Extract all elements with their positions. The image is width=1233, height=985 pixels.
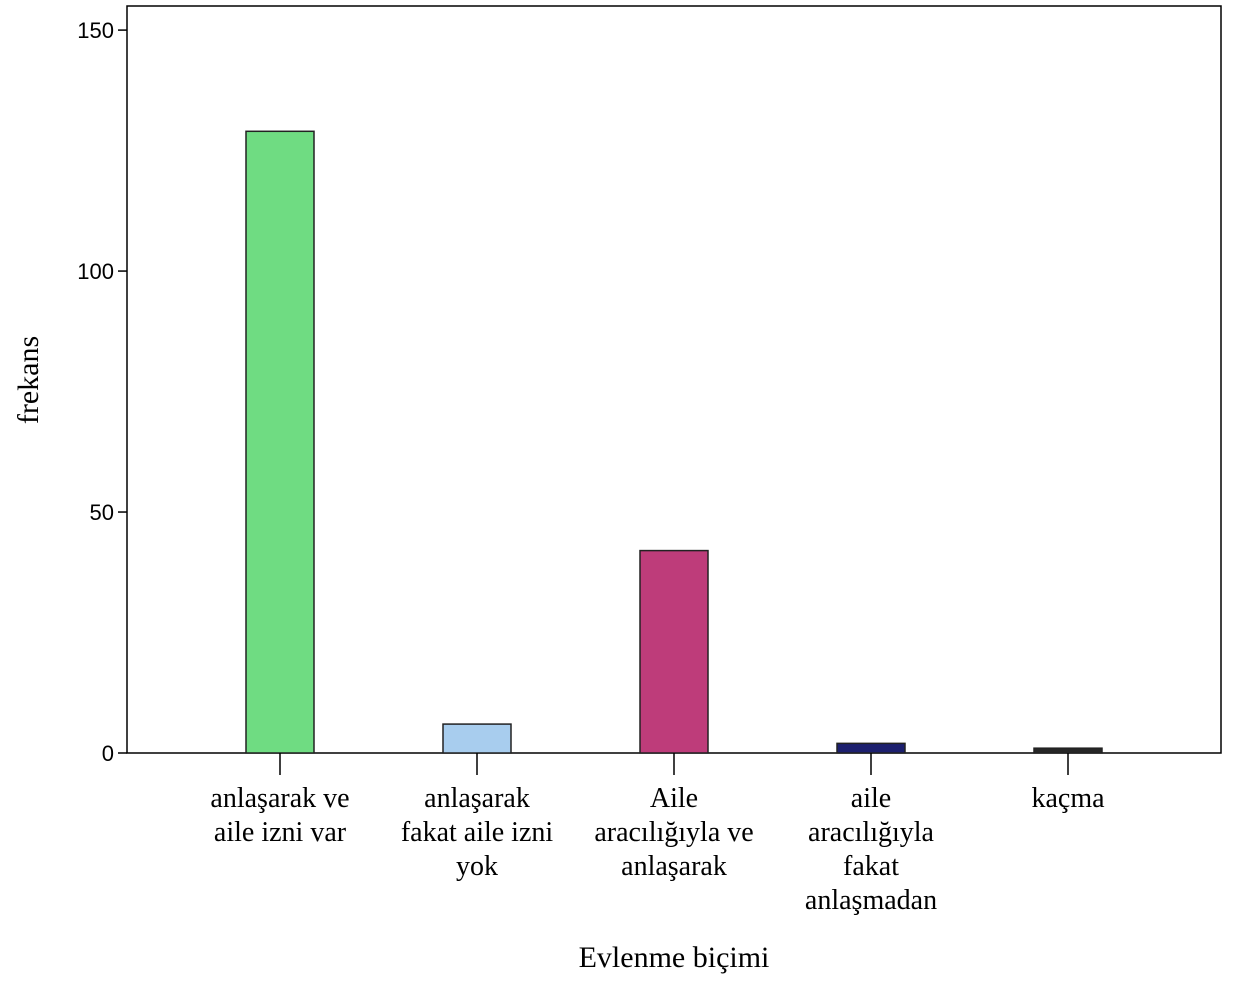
bar <box>442 723 512 754</box>
y-axis: 0 50 100 150 <box>77 18 127 766</box>
bar <box>245 130 315 754</box>
x-axis: anlaşarak ve aile izni var anlaşarak fakat … <box>210 753 1105 916</box>
y-tick-label: 0 <box>102 741 114 766</box>
bar <box>639 549 709 754</box>
y-tick-label: 100 <box>77 259 114 284</box>
y-tick-label: 150 <box>77 18 114 43</box>
x-tick-label: aile aracılığıyla fakat anlaşmadan <box>805 783 937 916</box>
x-axis-title: Evlenme biçimi <box>579 941 770 974</box>
x-tick-label: anlaşarak ve aile izni var <box>210 783 349 848</box>
x-tick-label: Aile aracılığıyla ve anlaşarak <box>594 783 753 882</box>
x-tick-label: kaçma <box>1031 783 1105 814</box>
y-axis-title: frekans <box>12 336 45 424</box>
bar <box>836 742 906 754</box>
y-tick-label: 50 <box>90 500 114 525</box>
bar <box>1033 747 1103 754</box>
x-tick-label: anlaşarak fakat aile izni yok <box>401 783 554 882</box>
